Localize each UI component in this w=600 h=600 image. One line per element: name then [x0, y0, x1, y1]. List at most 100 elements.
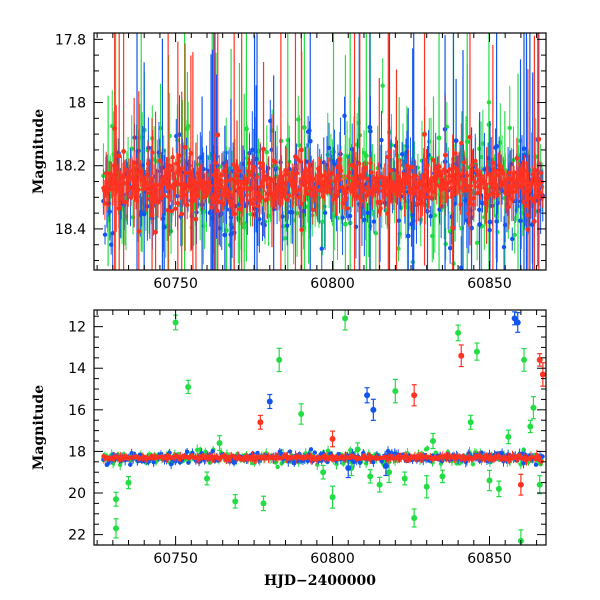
data-point	[294, 189, 299, 194]
data-point	[394, 189, 399, 194]
data-point	[465, 188, 470, 193]
outlier-point	[486, 477, 493, 484]
data-point	[487, 219, 493, 225]
data-point	[533, 462, 539, 467]
data-point	[363, 165, 368, 170]
outlier-point	[495, 485, 502, 492]
data-point	[522, 168, 527, 174]
outlier-point	[423, 483, 430, 490]
data-point	[342, 186, 348, 191]
data-point	[169, 167, 175, 173]
data-point	[474, 190, 480, 196]
outlier-point	[172, 319, 179, 326]
outlier-point	[411, 392, 418, 399]
data-point	[467, 134, 473, 140]
data-point	[269, 178, 275, 184]
outlier-point	[401, 475, 408, 482]
data-point	[399, 152, 405, 157]
bottom-panel-y-axis-label: Magnitude	[31, 385, 47, 470]
data-point	[151, 460, 156, 465]
data-point	[502, 222, 508, 228]
data-point	[282, 236, 288, 241]
data-point	[185, 202, 190, 208]
data-point	[470, 202, 476, 207]
data-point	[227, 189, 232, 195]
data-point	[190, 450, 195, 456]
data-point	[493, 168, 498, 174]
data-point	[506, 204, 512, 210]
bottom-panel: 60750 60800 60850 12 14 16 18 20 22 Magnitude HJ…	[31, 309, 547, 589]
data-point	[342, 113, 347, 119]
data-point	[249, 185, 255, 191]
data-point	[153, 229, 158, 235]
data-point	[495, 229, 500, 235]
outlier-point	[376, 481, 383, 488]
data-point	[458, 456, 464, 462]
data-point	[106, 188, 111, 193]
data-point	[305, 458, 311, 464]
data-point	[319, 173, 324, 178]
series-2	[101, 344, 546, 496]
data-point	[131, 160, 137, 166]
data-point	[402, 192, 407, 197]
data-point	[490, 160, 496, 166]
data-point	[229, 202, 235, 208]
data-point	[306, 173, 311, 179]
outlier-point	[439, 473, 446, 480]
data-point	[494, 143, 500, 149]
data-point	[255, 450, 260, 456]
data-point	[102, 201, 108, 206]
data-point	[334, 192, 339, 198]
data-point	[464, 173, 470, 178]
data-point	[512, 232, 517, 238]
data-point	[347, 213, 353, 219]
data-point	[110, 231, 115, 236]
data-point	[379, 174, 384, 180]
data-point	[313, 185, 318, 191]
data-point	[204, 180, 210, 185]
data-point	[117, 462, 123, 468]
data-point	[470, 163, 475, 168]
data-point	[186, 460, 191, 465]
data-point	[422, 132, 427, 137]
data-point	[454, 167, 460, 172]
data-point	[363, 153, 369, 159]
data-point	[304, 178, 309, 184]
data-point	[461, 160, 467, 165]
data-point	[250, 168, 256, 173]
top-panel-data-points	[101, 33, 545, 270]
data-point	[121, 149, 127, 154]
data-point	[495, 192, 500, 197]
data-point	[346, 175, 352, 181]
data-point	[418, 217, 424, 222]
data-point	[385, 154, 391, 160]
data-point	[357, 460, 363, 465]
data-point	[285, 197, 290, 203]
data-point	[149, 212, 155, 218]
data-point	[215, 132, 221, 138]
data-point	[227, 198, 233, 204]
data-point	[365, 210, 370, 216]
data-point	[484, 193, 490, 198]
outlier-point	[298, 410, 305, 417]
data-point	[301, 125, 307, 130]
data-point	[396, 246, 401, 251]
y-tick-label: 16	[68, 403, 86, 419]
data-point	[357, 195, 363, 201]
data-point	[250, 147, 255, 153]
data-point	[371, 459, 376, 465]
data-point	[103, 171, 109, 176]
data-point	[239, 179, 245, 185]
outlier-point	[467, 419, 474, 426]
data-point	[188, 151, 194, 156]
data-point	[307, 138, 313, 144]
data-point	[430, 189, 435, 194]
data-point	[308, 447, 314, 452]
data-point	[458, 202, 463, 207]
data-point	[349, 146, 355, 152]
data-point	[209, 205, 214, 210]
data-point	[177, 153, 183, 158]
data-point	[264, 150, 269, 155]
x-tick-label: 60750	[153, 276, 198, 292]
